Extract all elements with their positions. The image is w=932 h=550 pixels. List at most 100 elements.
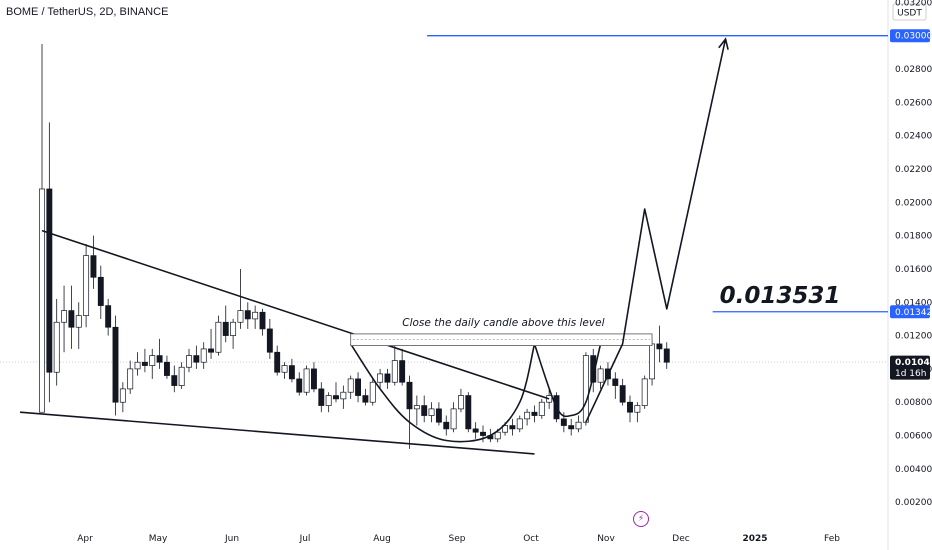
candle <box>450 402 457 433</box>
candle <box>355 372 362 403</box>
candle <box>582 352 589 426</box>
candle-body <box>237 310 244 323</box>
candle-body <box>502 425 509 433</box>
candle-body <box>164 361 170 376</box>
wedge-upper-trendline <box>41 229 550 400</box>
candle-body <box>619 385 626 403</box>
candle <box>333 382 339 403</box>
candle-body <box>266 328 273 353</box>
candle-body <box>333 395 339 400</box>
candle <box>134 352 141 376</box>
candle <box>288 358 295 383</box>
lightning-icon[interactable]: ⚡ <box>633 511 649 527</box>
candle-body <box>560 418 567 426</box>
candle-body <box>355 378 362 396</box>
candle-body <box>369 381 376 403</box>
candle-body <box>281 365 288 373</box>
candle-body <box>413 405 420 410</box>
resistance-price-label-bg <box>890 305 930 319</box>
candle-body <box>421 405 428 416</box>
candle-body <box>288 365 295 380</box>
candle <box>619 378 626 406</box>
candle-body <box>428 408 435 416</box>
candle <box>215 315 222 356</box>
candle <box>141 348 148 373</box>
candle-body <box>259 311 266 330</box>
candle-body <box>39 188 45 413</box>
candle-body <box>612 378 619 386</box>
candle-body <box>215 321 222 353</box>
candle <box>663 342 670 369</box>
candle-body <box>127 368 134 390</box>
candle-body <box>141 361 148 366</box>
candle-body <box>649 343 656 380</box>
candle <box>230 318 237 349</box>
candle-body <box>230 321 237 336</box>
candle-body <box>568 425 575 430</box>
candle <box>568 418 575 436</box>
candle-body <box>75 315 82 328</box>
candle-body <box>97 276 104 306</box>
candle-body <box>90 255 97 278</box>
candle-countdown-label: 1d 16h <box>895 369 926 379</box>
candle-body <box>171 375 178 386</box>
candle <box>156 338 163 369</box>
candle <box>612 372 619 399</box>
candle <box>531 405 538 423</box>
candle <box>90 235 97 289</box>
candle <box>53 298 60 386</box>
candle <box>83 243 90 328</box>
candle <box>509 418 516 436</box>
x-tick-label: May <box>149 534 168 544</box>
wedge-lower-trendline <box>19 411 535 455</box>
candle <box>325 392 332 413</box>
candle <box>597 365 604 389</box>
candle-body <box>524 411 531 420</box>
resistance-price-label: 0.013429 <box>895 308 932 318</box>
candle <box>524 408 531 426</box>
x-tick-label: Feb <box>824 534 840 544</box>
x-tick-label: Jun <box>224 534 239 544</box>
candle-body <box>443 421 450 430</box>
candle <box>399 348 406 386</box>
candle-body <box>377 373 384 383</box>
candle-body <box>347 378 354 393</box>
candle-body <box>296 378 303 393</box>
candle <box>590 348 597 393</box>
candle <box>39 44 45 413</box>
candle <box>68 285 75 349</box>
candle <box>538 398 545 419</box>
candle <box>105 298 112 336</box>
candle-body <box>663 348 670 363</box>
candle <box>164 355 170 379</box>
candle <box>384 368 391 389</box>
currency-box <box>892 3 927 21</box>
candle-body <box>325 395 332 406</box>
candle <box>127 360 134 394</box>
candle-body <box>472 428 479 433</box>
candle-body <box>186 355 192 368</box>
candle <box>46 122 53 403</box>
candle-body <box>303 368 310 393</box>
candle-body <box>509 425 516 430</box>
candle-body <box>656 343 663 350</box>
candle-body <box>340 391 347 400</box>
candle <box>311 362 317 393</box>
candle-body <box>193 355 200 363</box>
candle-body <box>274 351 281 373</box>
candle <box>634 402 641 423</box>
candle-body <box>252 311 259 320</box>
candle <box>75 302 82 349</box>
candle-body <box>458 395 464 410</box>
x-tick-label: Aug <box>373 534 391 544</box>
candle-body <box>480 431 486 436</box>
candle <box>244 302 251 329</box>
candle-body <box>68 310 75 328</box>
candle-body <box>208 348 214 353</box>
candle-body <box>531 411 538 416</box>
